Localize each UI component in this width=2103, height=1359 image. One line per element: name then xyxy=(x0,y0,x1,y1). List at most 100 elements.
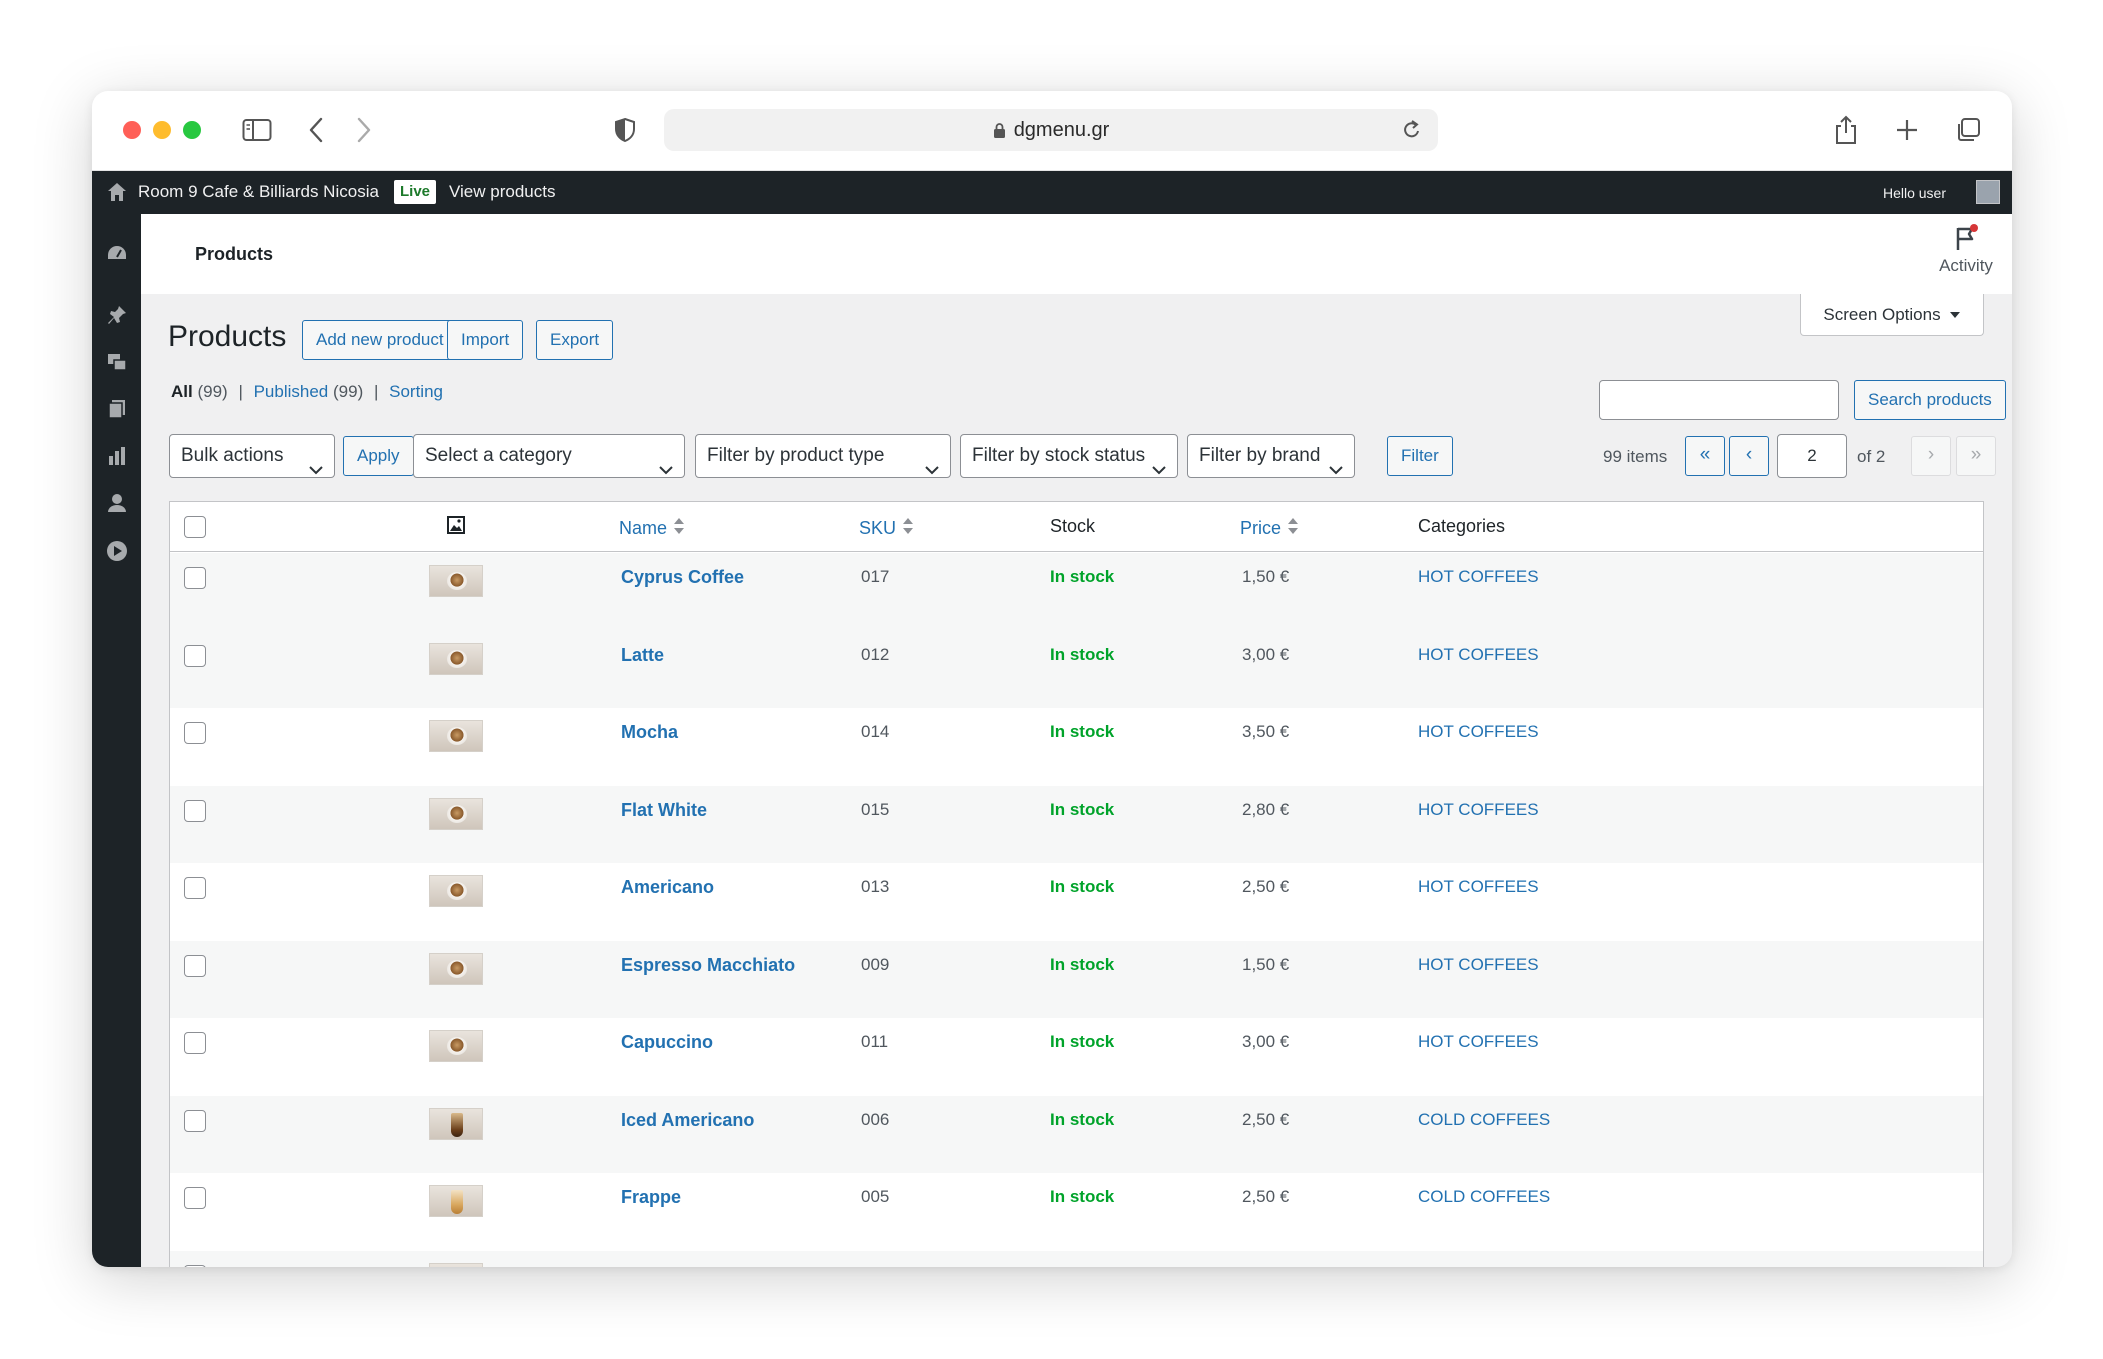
category-link[interactable]: HOT COFFEES xyxy=(1418,722,1539,741)
price-column-label: Price xyxy=(1240,518,1282,538)
sort-icon xyxy=(902,516,914,541)
filter-button[interactable]: Filter xyxy=(1387,436,1453,476)
bulk-actions-select[interactable]: Bulk actions xyxy=(169,434,335,478)
category-link[interactable]: HOT COFFEES xyxy=(1418,567,1539,586)
pages-icon[interactable] xyxy=(105,397,129,421)
first-page-button[interactable]: « xyxy=(1685,436,1725,476)
apply-button[interactable]: Apply xyxy=(343,436,414,476)
row-checkbox[interactable] xyxy=(184,722,206,744)
user-greeting[interactable]: Hello user xyxy=(1882,185,1946,201)
screen-options-button[interactable]: Screen Options xyxy=(1800,294,1984,336)
product-thumbnail[interactable] xyxy=(429,720,483,752)
price-column-header[interactable]: Price xyxy=(1240,516,1299,541)
view-products-link[interactable]: View products xyxy=(449,182,556,201)
category-link[interactable]: COLD COFFEES xyxy=(1418,1109,1551,1129)
header-title: Products xyxy=(195,244,274,264)
current-page-input[interactable]: 2 xyxy=(1777,434,1847,478)
row-checkbox[interactable] xyxy=(184,1264,206,1267)
product-name-link[interactable]: Latte xyxy=(621,644,665,665)
product-price: 2,50 € xyxy=(1242,877,1290,896)
analytics-icon[interactable] xyxy=(105,444,129,468)
product-type-select[interactable]: Filter by product type xyxy=(695,434,951,478)
view-sorting-link[interactable]: Sorting xyxy=(389,382,443,401)
product-thumbnail[interactable] xyxy=(429,797,483,830)
row-checkbox[interactable] xyxy=(184,567,206,589)
export-button[interactable]: Export xyxy=(536,320,614,360)
stock-status-select[interactable]: Filter by stock status xyxy=(960,434,1178,478)
category-link[interactable]: HOT COFFEES xyxy=(1418,644,1539,664)
product-price: 3,00 € xyxy=(1242,1032,1290,1051)
product-name-link[interactable]: Americano xyxy=(621,877,715,897)
category-link[interactable]: HOT COFFEES xyxy=(1418,877,1539,896)
view-published-link[interactable]: Published xyxy=(253,382,329,401)
row-checkbox[interactable] xyxy=(184,1109,206,1132)
product-name-link[interactable]: Frappe xyxy=(621,1187,682,1207)
category-select[interactable]: Select a category xyxy=(413,434,685,478)
brand-select[interactable]: Filter by brand xyxy=(1187,434,1355,478)
product-name-link[interactable]: Capuccino xyxy=(621,1032,714,1052)
back-icon[interactable] xyxy=(304,113,328,147)
view-all-link[interactable]: All xyxy=(171,382,193,401)
image-column-icon xyxy=(447,516,465,534)
minimize-window-button[interactable] xyxy=(153,121,171,139)
activity-button[interactable]: Activity xyxy=(1936,224,1996,276)
maximize-window-button[interactable] xyxy=(183,121,201,139)
row-checkbox[interactable] xyxy=(184,644,206,667)
sidebar-toggle-icon[interactable] xyxy=(240,113,274,147)
product-thumbnail[interactable] xyxy=(429,952,483,985)
forward-icon[interactable] xyxy=(352,113,376,147)
address-bar[interactable]: dgmenu.gr xyxy=(664,109,1438,151)
table-header: Name SKU Stock Price Categories xyxy=(170,502,1983,552)
chevron-down-icon xyxy=(658,450,674,477)
privacy-shield-icon[interactable] xyxy=(612,113,638,147)
users-icon[interactable] xyxy=(105,491,129,515)
live-badge: Live xyxy=(394,180,437,204)
product-thumbnail[interactable] xyxy=(429,875,483,907)
product-name-link[interactable]: Flat White xyxy=(621,799,707,820)
row-checkbox[interactable] xyxy=(184,1187,206,1209)
row-checkbox[interactable] xyxy=(184,1032,206,1054)
category-link[interactable]: HOT COFFEES xyxy=(1418,1032,1539,1051)
new-tab-icon[interactable] xyxy=(1893,113,1921,147)
woocommerce-header: Products Activity xyxy=(141,214,2012,294)
home-icon[interactable] xyxy=(106,181,128,208)
product-thumbnail[interactable] xyxy=(429,642,483,675)
product-thumbnail[interactable] xyxy=(429,1185,483,1217)
tab-overview-icon[interactable] xyxy=(1954,113,1982,147)
product-name-link[interactable]: Espresso Macchiato xyxy=(621,954,796,975)
media-icon[interactable] xyxy=(105,350,129,374)
row-checkbox[interactable] xyxy=(184,799,206,822)
category-link[interactable]: COLD COFFEES xyxy=(1418,1187,1551,1206)
dashboard-icon[interactable] xyxy=(105,242,129,266)
name-column-header[interactable]: Name xyxy=(619,516,685,541)
product-name-link[interactable]: Iced Americano xyxy=(621,1109,755,1130)
share-icon[interactable] xyxy=(1832,113,1860,147)
search-input[interactable] xyxy=(1599,380,1839,420)
table-row: Latte 012 In stock 3,00 € HOT COFFEES xyxy=(170,630,1983,708)
prev-page-button[interactable]: ‹ xyxy=(1729,436,1769,476)
product-thumbnail[interactable] xyxy=(429,1107,483,1140)
reload-icon[interactable] xyxy=(1402,119,1422,147)
sku-column-header[interactable]: SKU xyxy=(859,516,914,541)
product-thumbnail[interactable] xyxy=(429,565,483,597)
add-new-product-button[interactable]: Add new product xyxy=(302,320,458,360)
product-thumbnail[interactable] xyxy=(429,1262,483,1267)
row-checkbox[interactable] xyxy=(184,954,206,977)
product-name-link[interactable]: Mocha xyxy=(621,722,679,742)
close-window-button[interactable] xyxy=(123,121,141,139)
play-icon[interactable] xyxy=(105,539,129,563)
row-checkbox[interactable] xyxy=(184,877,206,899)
category-link[interactable]: HOT COFFEES xyxy=(1418,954,1539,974)
screen-options-label: Screen Options xyxy=(1823,304,1941,324)
select-all-checkbox[interactable] xyxy=(184,516,206,538)
product-name-link[interactable]: Cyprus Coffee xyxy=(621,567,745,587)
product-price: 1,50 € xyxy=(1242,567,1290,586)
pin-icon[interactable] xyxy=(105,303,129,327)
site-name-link[interactable]: Room 9 Cafe & Billiards Nicosia xyxy=(138,182,379,201)
import-button[interactable]: Import xyxy=(447,320,524,360)
browser-toolbar: dgmenu.gr xyxy=(92,91,2012,171)
search-products-button[interactable]: Search products xyxy=(1854,380,2006,420)
avatar[interactable] xyxy=(1976,180,2000,204)
category-link[interactable]: HOT COFFEES xyxy=(1418,799,1539,819)
product-thumbnail[interactable] xyxy=(429,1030,483,1062)
